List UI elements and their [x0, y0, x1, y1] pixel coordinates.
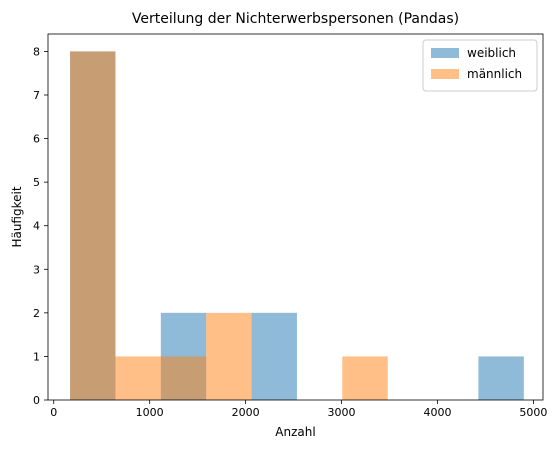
- bars-layer: [70, 51, 524, 401]
- x-axis-label: Anzahl: [275, 425, 315, 439]
- histogram-bar-männlich-1: [115, 356, 161, 400]
- y-axis-label: Häufigkeit: [10, 186, 24, 247]
- chart-title: Verteilung der Nichterwerbspersonen (Pan…: [132, 11, 459, 27]
- histogram-bar-männlich-3: [206, 312, 252, 400]
- histogram-bar-männlich-6: [342, 356, 388, 400]
- y-axis-ticks: 0 1 2 3 4 5 6 7 8: [33, 45, 48, 407]
- axes-frame: [47, 33, 544, 401]
- y-tick-label: 6: [33, 133, 40, 146]
- legend-label-männlich: männlich: [467, 67, 522, 81]
- histogram-bar-männlich-2: [160, 356, 207, 400]
- legend: weiblich männlich: [422, 39, 538, 92]
- y-tick-label: 7: [33, 89, 40, 102]
- histogram-bar-weiblich-4: [251, 312, 297, 400]
- x-tick-label: 1000: [136, 406, 164, 419]
- legend-label-weiblich: weiblich: [467, 46, 516, 60]
- y-tick-label: 5: [33, 176, 40, 189]
- y-tick-label: 8: [33, 45, 40, 58]
- x-tick-label: 3000: [328, 406, 356, 419]
- x-tick-label: 2000: [232, 406, 260, 419]
- x-tick-label: 0: [50, 406, 57, 419]
- y-tick-label: 2: [33, 307, 40, 320]
- x-axis-ticks: 0 1000 2000 3000 4000 5000: [50, 400, 547, 419]
- histogram-bar-männlich-0: [70, 51, 116, 401]
- x-tick-label: 5000: [519, 406, 547, 419]
- legend-swatch-männlich: [431, 69, 459, 79]
- y-tick-label: 3: [33, 263, 40, 276]
- y-tick-label: 4: [33, 220, 40, 233]
- x-tick-label: 4000: [423, 406, 451, 419]
- y-tick-label: 1: [33, 350, 40, 363]
- histogram-bar-weiblich-9: [478, 356, 524, 400]
- y-tick-label: 0: [33, 394, 40, 407]
- legend-swatch-weiblich: [431, 48, 459, 58]
